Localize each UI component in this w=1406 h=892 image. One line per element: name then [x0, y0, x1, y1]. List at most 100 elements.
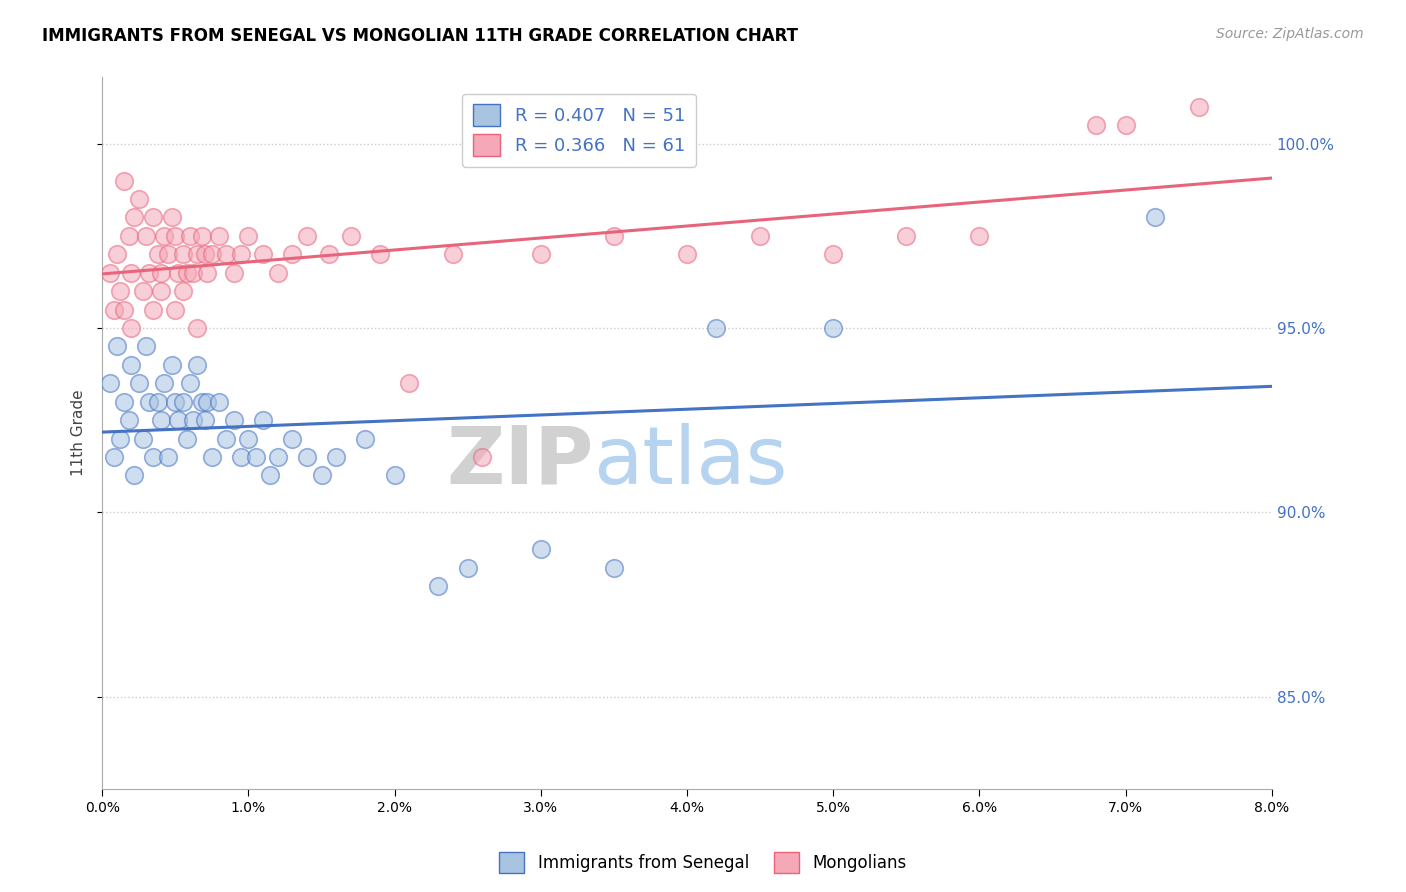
Point: [142, 302, 165, 317]
Point: [132, 432, 155, 446]
Point: [142, 450, 165, 464]
Point: [201, 450, 224, 464]
Point: [1188, 100, 1211, 114]
Point: [181, 413, 204, 427]
Point: [208, 228, 231, 243]
Point: [245, 450, 267, 464]
Point: [222, 413, 245, 427]
Point: [146, 394, 169, 409]
Point: [823, 247, 845, 261]
Point: [266, 266, 288, 280]
Point: [896, 228, 918, 243]
Point: [108, 284, 131, 298]
Point: [120, 321, 142, 335]
Point: [603, 228, 626, 243]
Point: [142, 211, 165, 225]
Point: [193, 247, 215, 261]
Point: [172, 284, 194, 298]
Point: [229, 247, 252, 261]
Point: [112, 394, 135, 409]
Point: [176, 266, 198, 280]
Point: [238, 228, 260, 243]
Point: [186, 321, 208, 335]
Point: [325, 450, 347, 464]
Text: Source: ZipAtlas.com: Source: ZipAtlas.com: [1216, 27, 1364, 41]
Point: [311, 468, 333, 483]
Point: [969, 228, 991, 243]
Point: [318, 247, 340, 261]
Point: [1085, 119, 1108, 133]
Point: [193, 413, 215, 427]
Point: [530, 542, 553, 557]
Point: [149, 284, 172, 298]
Point: [368, 247, 391, 261]
Point: [124, 468, 146, 483]
Point: [105, 339, 128, 353]
Point: [295, 450, 318, 464]
Point: [704, 321, 727, 335]
Point: [108, 432, 131, 446]
Point: [215, 247, 238, 261]
Point: [103, 302, 125, 317]
Legend: R = 0.407   N = 51, R = 0.366   N = 61: R = 0.407 N = 51, R = 0.366 N = 61: [463, 94, 696, 167]
Point: [823, 321, 845, 335]
Point: [1143, 211, 1166, 225]
Point: [266, 450, 288, 464]
Point: [530, 247, 553, 261]
Point: [117, 228, 139, 243]
Point: [162, 211, 184, 225]
Point: [120, 358, 142, 372]
Point: [135, 228, 157, 243]
Point: [281, 247, 304, 261]
Point: [112, 174, 135, 188]
Point: [281, 432, 304, 446]
Point: [156, 450, 179, 464]
Point: [252, 247, 274, 261]
Point: [441, 247, 464, 261]
Point: [427, 579, 450, 593]
Point: [197, 394, 219, 409]
Point: [112, 302, 135, 317]
Point: [339, 228, 361, 243]
Point: [229, 450, 252, 464]
Point: [749, 228, 772, 243]
Point: [222, 266, 245, 280]
Point: [208, 394, 231, 409]
Point: [138, 266, 160, 280]
Point: [128, 192, 150, 206]
Point: [98, 266, 121, 280]
Point: [152, 228, 174, 243]
Text: ZIP: ZIP: [446, 423, 593, 500]
Point: [124, 211, 146, 225]
Point: [1115, 119, 1137, 133]
Point: [471, 450, 494, 464]
Point: [197, 266, 219, 280]
Point: [676, 247, 699, 261]
Point: [132, 284, 155, 298]
Point: [176, 432, 198, 446]
Point: [165, 228, 187, 243]
Point: [98, 376, 121, 391]
Point: [259, 468, 281, 483]
Point: [165, 302, 187, 317]
Point: [295, 228, 318, 243]
Point: [190, 394, 212, 409]
Point: [603, 560, 626, 574]
Point: [117, 413, 139, 427]
Point: [156, 247, 179, 261]
Text: atlas: atlas: [593, 423, 787, 500]
Text: IMMIGRANTS FROM SENEGAL VS MONGOLIAN 11TH GRADE CORRELATION CHART: IMMIGRANTS FROM SENEGAL VS MONGOLIAN 11T…: [42, 27, 799, 45]
Point: [149, 266, 172, 280]
Point: [252, 413, 274, 427]
Point: [172, 247, 194, 261]
Point: [152, 376, 174, 391]
Point: [179, 228, 201, 243]
Point: [354, 432, 377, 446]
Point: [190, 228, 212, 243]
Point: [149, 413, 172, 427]
Point: [135, 339, 157, 353]
Point: [201, 247, 224, 261]
Point: [167, 266, 190, 280]
Point: [162, 358, 184, 372]
Point: [457, 560, 479, 574]
